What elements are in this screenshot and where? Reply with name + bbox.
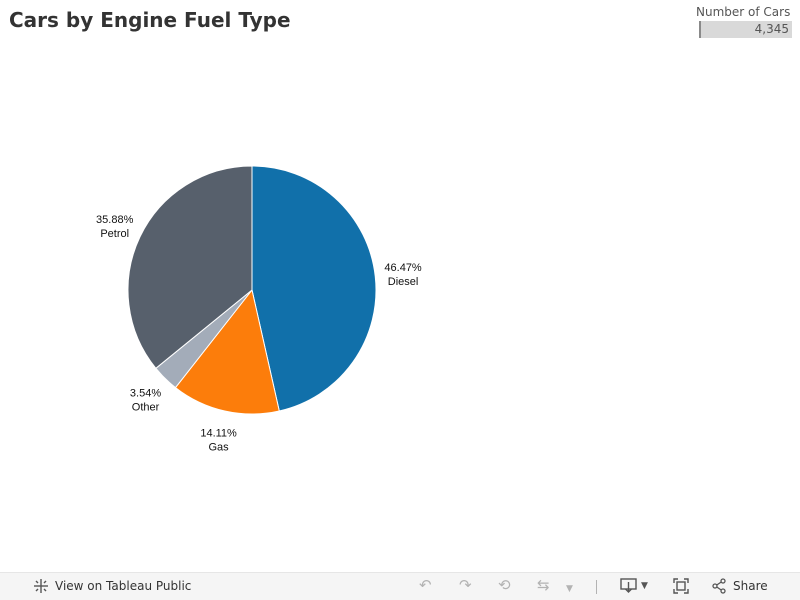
slice-label-other: 3.54% Other: [130, 387, 161, 413]
fullscreen-button[interactable]: [673, 578, 689, 594]
slice-label-petrol: 35.88% Petrol: [96, 214, 134, 240]
legend-title: Number of Cars: [696, 5, 791, 19]
refresh-icon[interactable]: ⇆: [537, 576, 550, 594]
legend-value: 4,345: [754, 22, 789, 36]
redo-icon[interactable]: ↷: [459, 576, 472, 594]
pie-chart: 46.47% Diesel 14.11% Gas 3.54% Other 35.88% Pet…: [96, 165, 422, 453]
legend-bar: 4,345: [699, 21, 792, 38]
slice-percent-label: 3.54%: [130, 387, 161, 399]
slice-label-diesel: 46.47% Diesel: [384, 262, 422, 288]
refresh-dropdown-icon[interactable]: ▼: [566, 584, 573, 594]
pie-slice-diesel[interactable]: [251, 165, 377, 412]
slice-label-gas: 14.11% Gas: [200, 427, 237, 453]
fullscreen-icon: [673, 578, 689, 594]
slice-category-label: Diesel: [388, 276, 419, 288]
slice-category-label: Gas: [209, 441, 230, 453]
slice-percent-label: 35.88%: [96, 214, 134, 226]
slice-category-label: Other: [132, 401, 160, 413]
tableau-toolbar: View on Tableau Public ↶ ↷ ⟲ ⇆ ▼ ▼: [0, 572, 800, 600]
share-icon: [712, 578, 726, 594]
download-icon: [620, 578, 637, 593]
revert-icon[interactable]: ⟲: [498, 576, 511, 594]
slice-percent-label: 14.11%: [200, 427, 237, 439]
slice-percent-label: 46.47%: [384, 262, 422, 274]
size-legend: Number of Cars 4,345: [696, 5, 796, 38]
slice-category-label: Petrol: [100, 228, 129, 240]
undo-icon[interactable]: ↶: [419, 576, 432, 594]
pie-slice-gas[interactable]: [174, 288, 280, 415]
view-on-tableau-label: View on Tableau Public: [55, 579, 192, 593]
download-button[interactable]: ▼: [620, 578, 648, 594]
toolbar-separator: [596, 580, 597, 594]
share-button[interactable]: Share: [711, 578, 768, 594]
download-dropdown-icon: ▼: [641, 581, 648, 591]
view-on-tableau-link[interactable]: View on Tableau Public: [33, 578, 191, 594]
pie-slice-petrol[interactable]: [127, 165, 253, 370]
chart-title: Cars by Engine Fuel Type: [9, 8, 291, 32]
tableau-icon: [34, 579, 48, 593]
share-label: Share: [733, 579, 768, 593]
